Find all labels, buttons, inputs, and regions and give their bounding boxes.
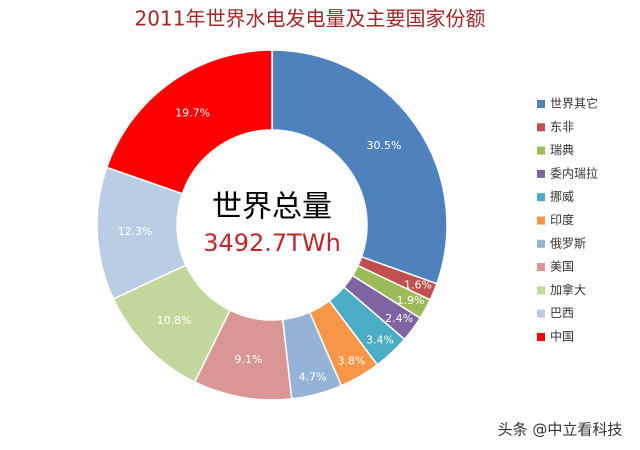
center-value: 3492.7TWh xyxy=(203,229,341,257)
legend-label: 东非 xyxy=(550,120,574,134)
donut-slice xyxy=(105,49,273,195)
legend-label: 世界其它 xyxy=(550,96,598,111)
legend-swatch xyxy=(537,333,545,341)
data-label: 2.4% xyxy=(385,312,413,325)
data-label: 30.5% xyxy=(366,139,401,152)
legend-swatch xyxy=(537,309,545,318)
data-label: 1.9% xyxy=(397,294,425,307)
chart-title: 2011年世界水电发电量及主要国家份额 xyxy=(135,7,486,31)
data-label: 9.1% xyxy=(235,353,263,366)
legend-swatch xyxy=(537,123,545,132)
legend-swatch xyxy=(537,193,545,202)
legend-label: 印度 xyxy=(550,212,574,227)
legend-swatch xyxy=(537,239,545,248)
legend-swatch xyxy=(537,286,545,295)
data-label: 4.7% xyxy=(299,371,327,384)
center-title: 世界总量 xyxy=(212,190,332,225)
legend-label: 挪威 xyxy=(550,190,574,204)
legend-label: 美国 xyxy=(550,260,574,274)
legend-label: 中国 xyxy=(550,329,574,344)
legend-swatch xyxy=(537,100,545,108)
data-label: 10.8% xyxy=(157,314,192,327)
legend-label: 巴西 xyxy=(550,306,574,320)
legend-label: 瑞典 xyxy=(550,143,574,157)
donut-slice xyxy=(271,49,448,285)
data-label: 12.3% xyxy=(118,225,153,238)
legend-swatch xyxy=(537,146,545,155)
data-label: 1.6% xyxy=(404,278,432,291)
watermark: 头条 @中立看科技 xyxy=(498,421,623,439)
data-label: 19.7% xyxy=(175,106,210,119)
data-label: 3.4% xyxy=(366,333,394,346)
legend-label: 俄罗斯 xyxy=(550,236,586,250)
legend-label: 委内瑞拉 xyxy=(550,165,598,180)
legend-swatch xyxy=(537,169,545,178)
data-label: 3.8% xyxy=(337,355,365,368)
legend-swatch xyxy=(537,216,545,225)
legend-swatch xyxy=(537,263,545,272)
legend-label: 加拿大 xyxy=(550,282,586,297)
